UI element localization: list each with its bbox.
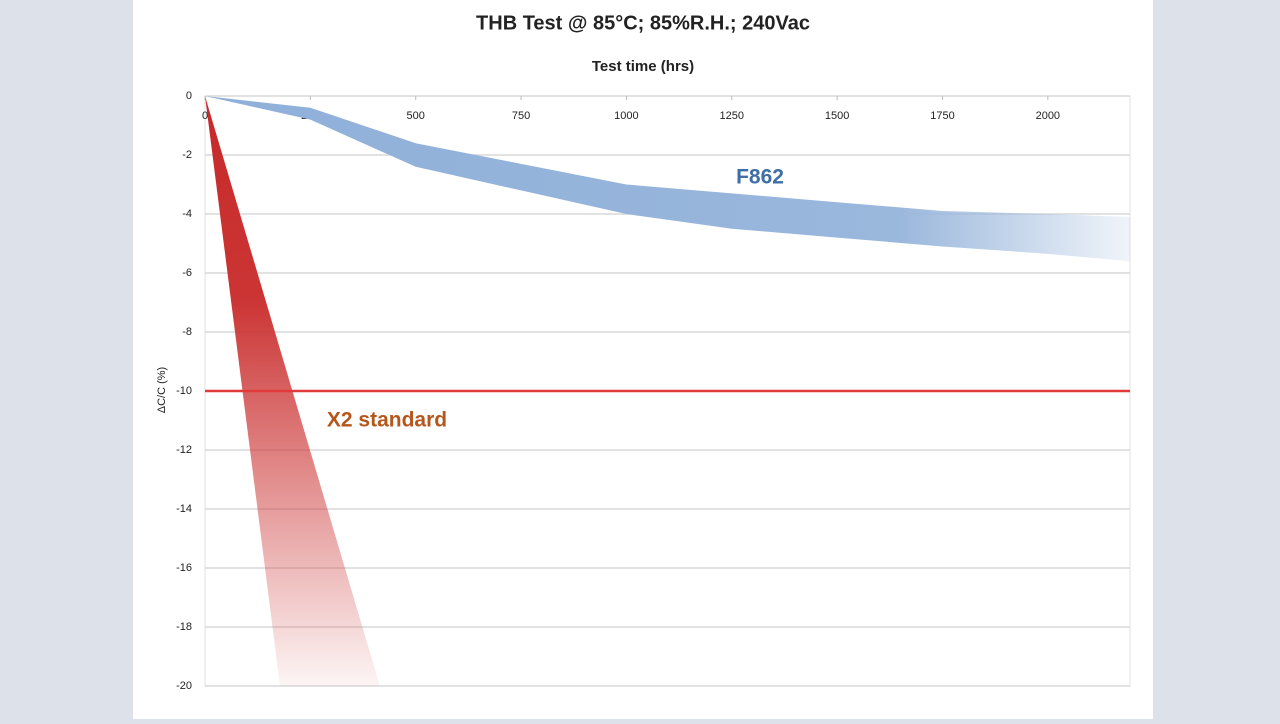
x-tick-label: 750 (512, 110, 530, 122)
y-tick-label: -4 (182, 208, 192, 220)
series-label: X2 standard (327, 409, 447, 432)
series-label: F862 (736, 166, 784, 189)
x-tick-label: 0 (202, 110, 208, 122)
x-tick-label: 2000 (1036, 110, 1060, 122)
x-axis-title: Test time (hrs) (592, 58, 694, 75)
y-tick-label: 0 (186, 90, 192, 102)
x-tick-label: 1750 (930, 110, 954, 122)
x-tick-label: 500 (407, 110, 425, 122)
y-tick-label: -20 (176, 680, 192, 692)
y-tick-label: -2 (182, 149, 192, 161)
chart-title: THB Test @ 85°C; 85%R.H.; 240Vac (476, 12, 810, 34)
y-tick-label: -10 (176, 385, 192, 397)
band-area (205, 96, 1130, 262)
y-tick-label: -12 (176, 444, 192, 456)
y-tick-label: -18 (176, 621, 192, 633)
y-tick-label: -6 (182, 267, 192, 279)
y-tick-label: -16 (176, 562, 192, 574)
x-tick-label: 1000 (614, 110, 638, 122)
y-tick-label: -14 (176, 503, 192, 515)
x-tick-label: 1250 (720, 110, 744, 122)
y-axis-title: ΔC/C (%) (156, 367, 168, 413)
y-tick-label: -8 (182, 326, 192, 338)
x-tick-label: 1500 (825, 110, 849, 122)
